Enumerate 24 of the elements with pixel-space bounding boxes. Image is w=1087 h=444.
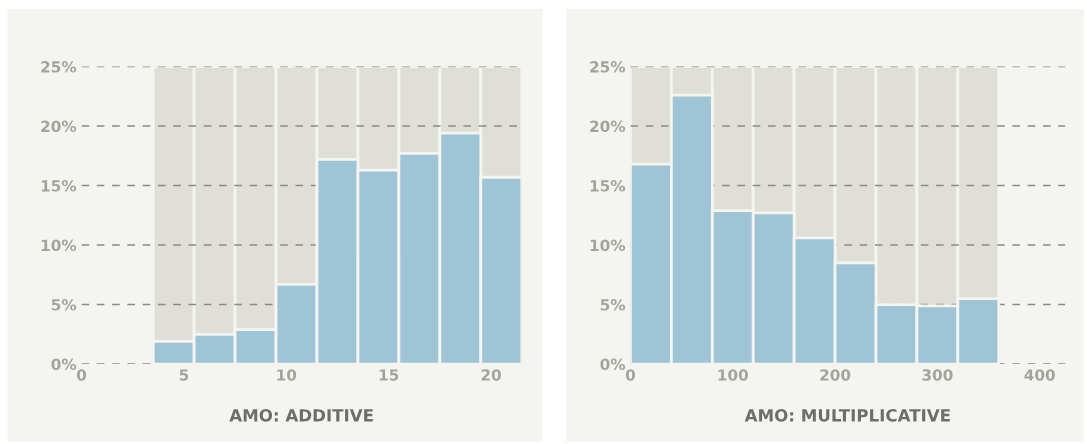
y-tick-label: 5%	[600, 299, 626, 311]
y-tick-label: 10%	[41, 239, 77, 252]
x-tick-label: 200	[820, 369, 851, 381]
y-tick-label: 25%	[590, 61, 626, 73]
x-tick-label: 0	[625, 369, 636, 381]
x-tick-label: 5	[179, 369, 189, 381]
y-tick-label: 5%	[51, 299, 77, 311]
x-tick-label: 20	[481, 369, 501, 381]
y-tick-label: 20%	[41, 120, 77, 133]
x-tick-label: 0	[76, 369, 87, 381]
x-axis-title: AMO: MULTIPLICATIVE	[744, 409, 950, 422]
x-tick-label: 400	[1024, 369, 1055, 381]
x-tick-label: 100	[718, 369, 748, 381]
y-tick-label: 10%	[590, 239, 626, 252]
x-tick-label: 300	[922, 369, 953, 381]
x-axis-title: AMO: ADDITIVE	[229, 409, 373, 422]
y-tick-label: 15%	[590, 180, 626, 192]
x-tick-label: 15	[379, 369, 399, 381]
y-tick-label: 15%	[41, 180, 77, 192]
x-tick-label: 10	[277, 369, 297, 381]
y-tick-label: 25%	[41, 61, 77, 73]
y-tick-label: 0%	[51, 358, 77, 371]
y-tick-label: 0%	[600, 358, 626, 371]
y-tick-label: 20%	[590, 120, 626, 133]
